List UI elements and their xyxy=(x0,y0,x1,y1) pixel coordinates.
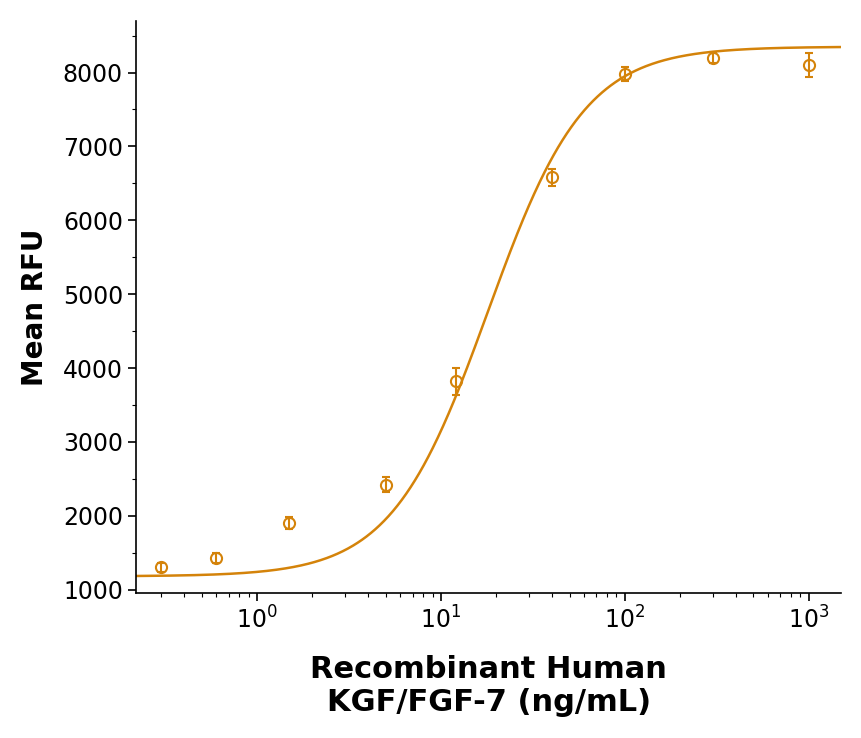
Y-axis label: Mean RFU: Mean RFU xyxy=(21,228,49,386)
X-axis label: Recombinant Human
KGF/FGF-7 (ng/mL): Recombinant Human KGF/FGF-7 (ng/mL) xyxy=(310,655,666,717)
